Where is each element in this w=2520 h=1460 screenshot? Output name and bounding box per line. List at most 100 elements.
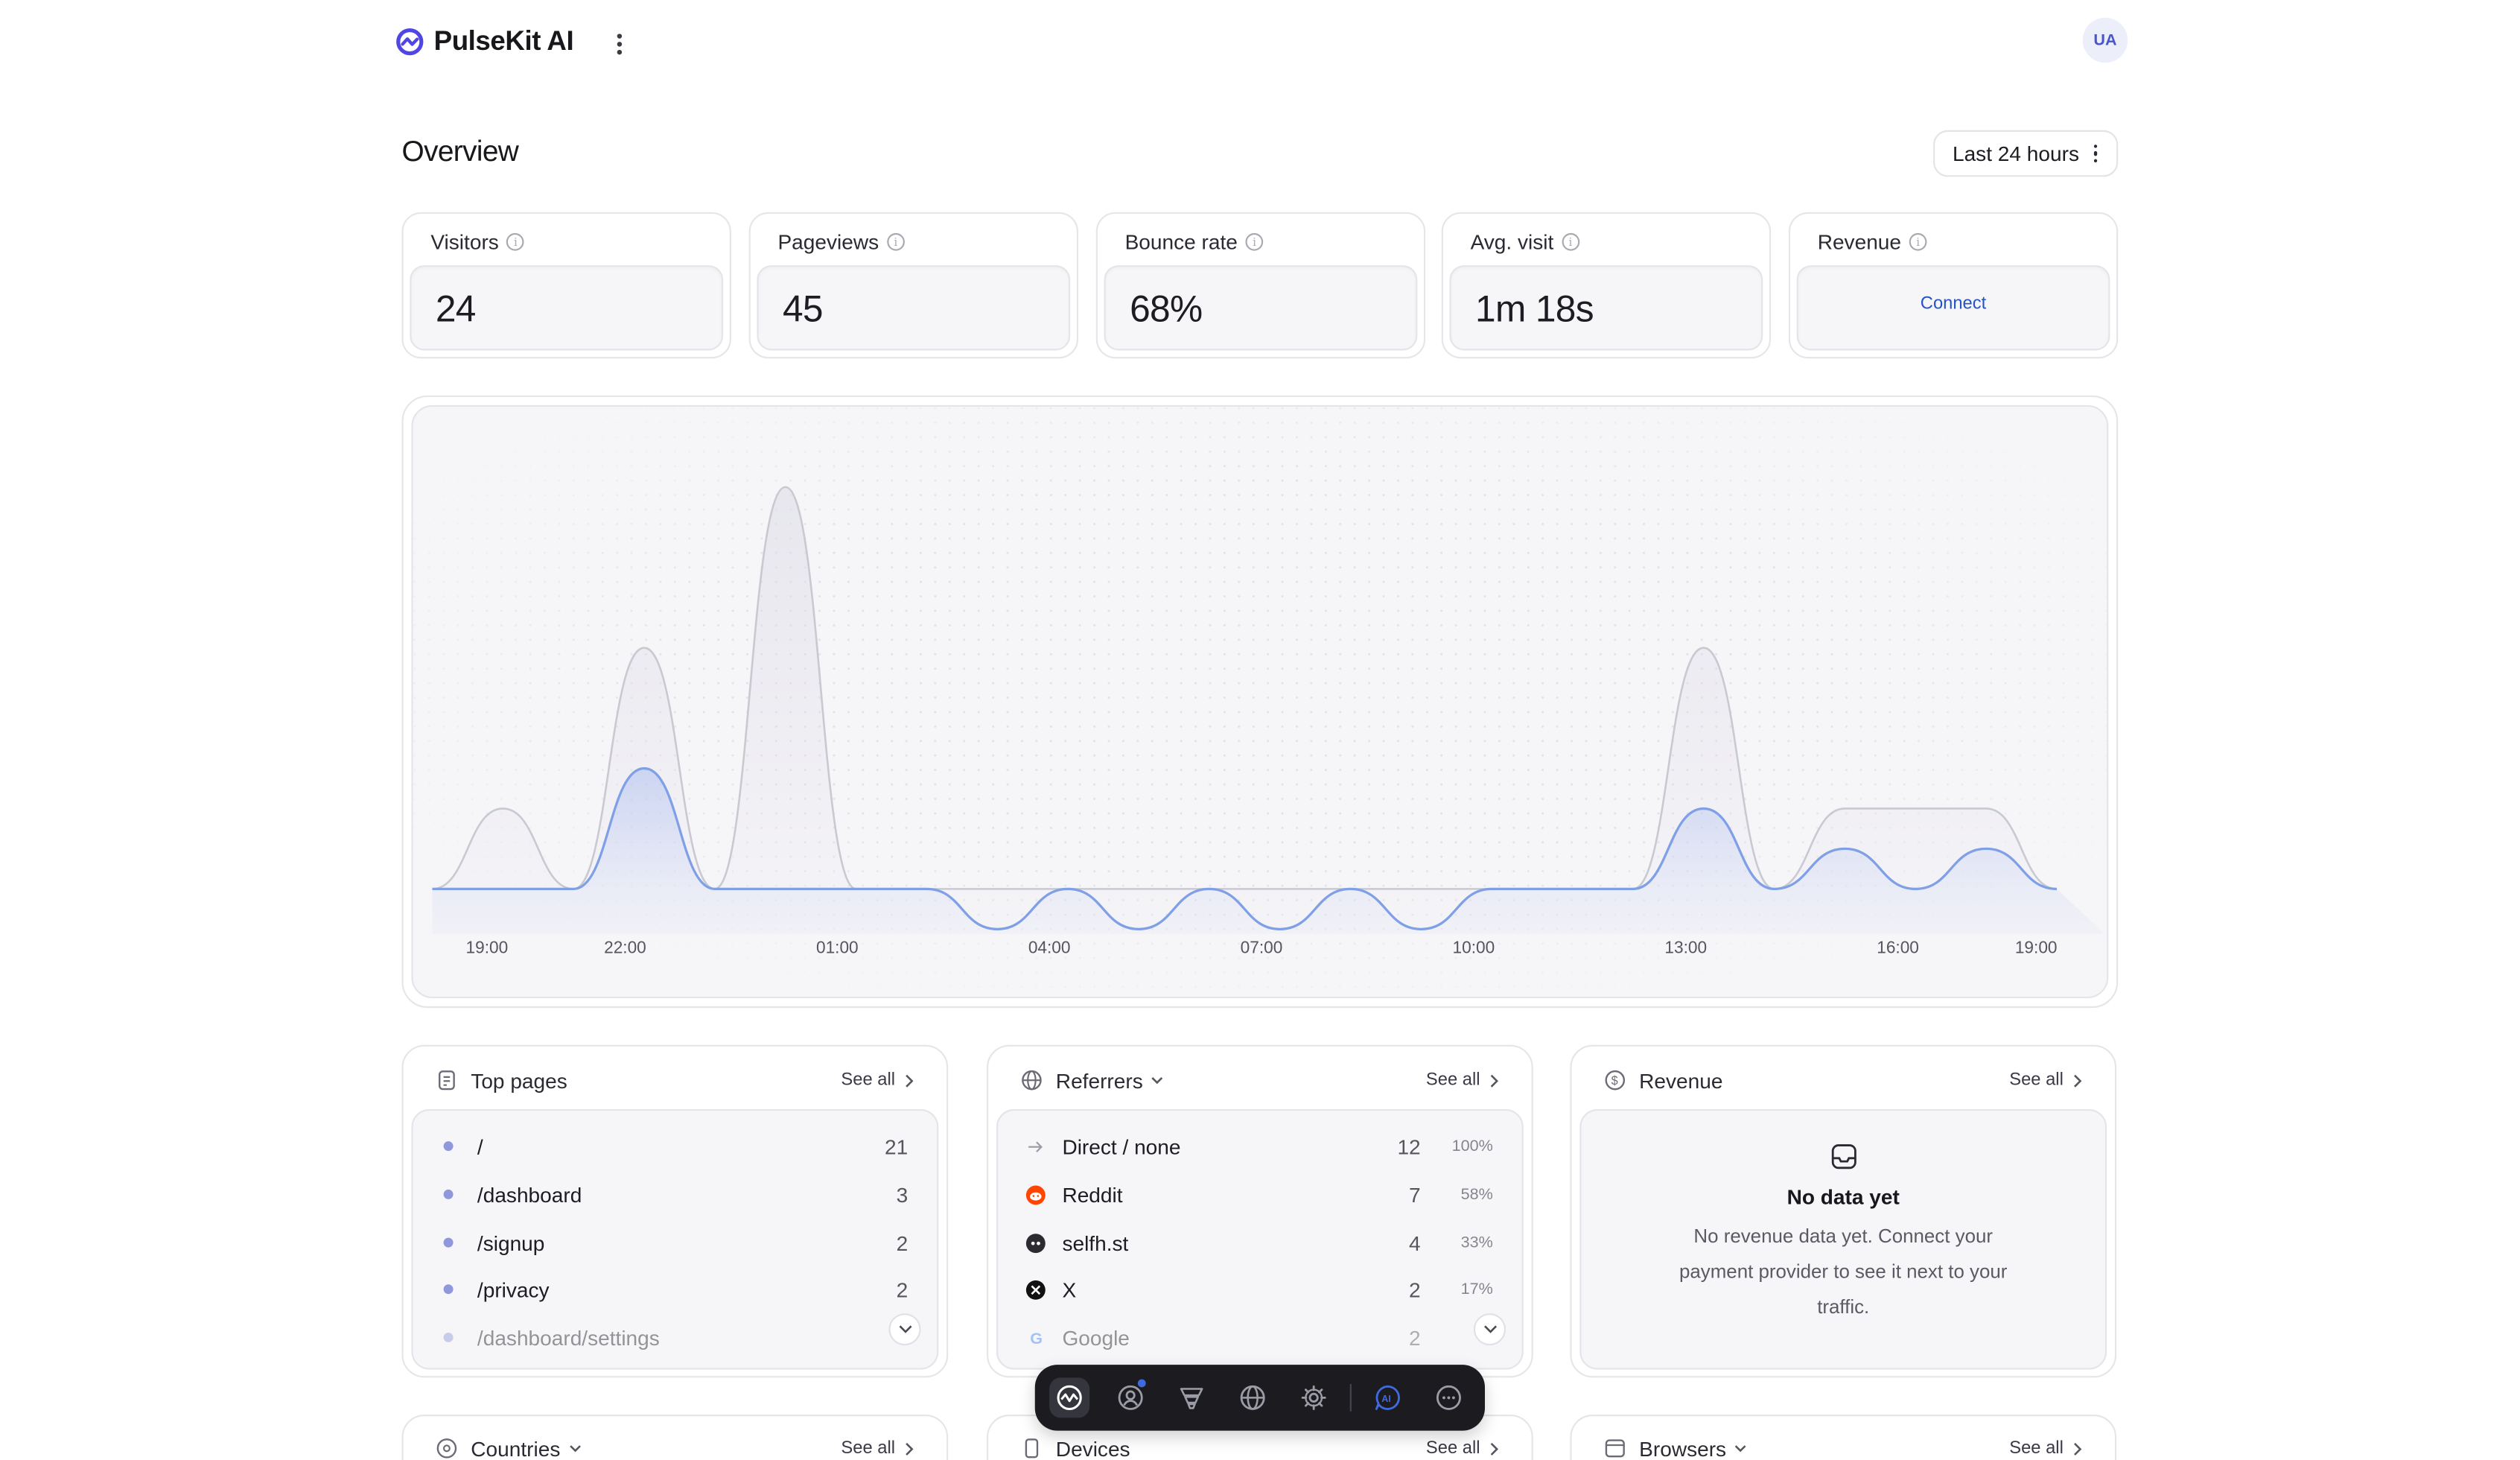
x-tick-label: 22:00 <box>604 938 646 957</box>
expand-list-button[interactable] <box>1473 1313 1506 1346</box>
globe-icon <box>1022 1070 1042 1091</box>
dock-analytics-button[interactable] <box>1049 1377 1090 1418</box>
chevron-right-icon <box>906 1073 914 1087</box>
x-tick-label: 19:00 <box>2015 938 2058 957</box>
chevron-right-icon <box>1490 1073 1499 1087</box>
dollar-icon: $ <box>1605 1070 1626 1091</box>
page-icon <box>439 1070 455 1091</box>
stat-label: Revenue <box>1817 229 1902 254</box>
users-icon <box>1118 1385 1143 1410</box>
traffic-chart-card: 19:00 22:00 01:00 04:00 07:00 10:00 13:00 16:00… <box>401 395 2119 1009</box>
stat-card-bounce-rate[interactable]: Bounce rate i 68% <box>1095 212 1426 359</box>
stat-value: 45 <box>782 288 824 330</box>
stat-value: 24 <box>435 288 477 330</box>
series-line-1 <box>432 766 2057 930</box>
info-icon[interactable]: i <box>1562 232 1579 251</box>
avatar[interactable]: UA <box>2082 17 2128 63</box>
list-item[interactable]: Reddit 7 58% <box>998 1177 1522 1212</box>
list-item[interactable]: selfh.st 4 33% <box>998 1225 1522 1260</box>
dock-globe-button[interactable] <box>1232 1377 1273 1418</box>
chevron-down-icon[interactable] <box>1151 1074 1164 1087</box>
expand-list-button[interactable] <box>888 1313 921 1346</box>
selfhst-icon <box>1025 1233 1046 1253</box>
dock-settings-button[interactable] <box>1294 1377 1334 1418</box>
funnel-icon <box>1180 1388 1203 1409</box>
svg-text:$: $ <box>1611 1074 1618 1088</box>
arrow-right-icon <box>1028 1140 1043 1152</box>
google-icon: G <box>1030 1328 1043 1347</box>
list-item[interactable]: G Google21 <box>998 1320 1522 1355</box>
x-tick-label: 01:00 <box>816 938 859 957</box>
series-area-1 <box>432 768 2105 934</box>
info-icon[interactable]: i <box>506 232 525 251</box>
more-vertical-icon <box>2093 144 2098 163</box>
traffic-chart[interactable]: 19:00 22:00 01:00 04:00 07:00 10:00 13:00 16:00… <box>411 404 2109 999</box>
panel-title: Countries <box>471 1436 561 1460</box>
chevron-down-icon[interactable] <box>568 1442 581 1455</box>
stat-card-visitors[interactable]: Visitors i 24 <box>401 212 731 359</box>
chevron-down-icon <box>1483 1325 1496 1333</box>
chevron-right-icon <box>2074 1073 2082 1087</box>
panel-title: Browsers <box>1639 1436 1727 1460</box>
svg-text:AI: AI <box>1381 1394 1390 1404</box>
stat-label: Bounce rate <box>1124 229 1238 254</box>
x-tick-label: 16:00 <box>1877 938 1919 957</box>
panel-title: Devices <box>1055 1436 1130 1460</box>
see-all-link[interactable]: See all <box>1426 1070 1499 1090</box>
info-icon[interactable]: i <box>1909 232 1927 251</box>
series-line-0 <box>432 486 2057 890</box>
see-all-link[interactable]: See all <box>2009 1438 2082 1458</box>
date-range-label: Last 24 hours <box>1952 141 2079 166</box>
list-item[interactable]: /privacy 2 <box>413 1272 938 1307</box>
info-icon[interactable]: i <box>886 232 905 251</box>
settings-icon <box>1301 1385 1326 1410</box>
chevron-right-icon <box>2074 1441 2082 1455</box>
brand[interactable]: PulseKit AI <box>395 25 574 58</box>
list-item[interactable]: /dashboard 3 <box>413 1177 938 1212</box>
x-icon <box>1025 1279 1046 1299</box>
list-item[interactable]: Direct / none 12 100% <box>998 1129 1522 1164</box>
more-icon <box>1436 1385 1461 1410</box>
x-tick-label: 19:00 <box>466 938 509 957</box>
app-menu-button[interactable] <box>608 29 630 58</box>
chevron-down-icon <box>898 1325 911 1333</box>
stat-card-avg-visit[interactable]: Avg. visit i 1m 18s <box>1441 212 1772 359</box>
dock-users-button[interactable] <box>1110 1377 1151 1418</box>
stat-label: Pageviews <box>777 229 879 254</box>
browsers-panel: Browsers See all <box>1570 1415 2117 1460</box>
top-pages-panel: Top pages See all /21 /dashboard 3 /signu… <box>401 1044 949 1378</box>
connect-revenue-link[interactable]: Connect <box>1920 293 1987 314</box>
list-item[interactable]: /signup 2 <box>413 1225 938 1260</box>
chevron-right-icon <box>906 1441 914 1455</box>
x-tick-label: 04:00 <box>1028 938 1071 957</box>
list-item[interactable]: /dashboard/settings <box>413 1320 938 1355</box>
date-range-button[interactable]: Last 24 hours <box>1933 130 2119 177</box>
globe-icon <box>1240 1385 1265 1410</box>
see-all-link[interactable]: See all <box>841 1070 914 1090</box>
dock-more-button[interactable] <box>1428 1377 1469 1418</box>
info-icon[interactable]: i <box>1245 232 1264 251</box>
dock-ai-button[interactable]: AI <box>1367 1377 1407 1418</box>
stat-value: 68% <box>1130 288 1203 330</box>
stat-value: 1m 18s <box>1475 288 1594 330</box>
stat-card-pageviews[interactable]: Pageviews i 45 <box>748 212 1079 359</box>
stat-card-revenue[interactable]: Revenue i Connect <box>1788 212 2119 359</box>
chevron-right-icon <box>1490 1441 1499 1455</box>
notification-dot <box>1137 1379 1146 1388</box>
svg-text:G: G <box>1030 1328 1043 1347</box>
list-item[interactable]: X 2 17% <box>998 1272 1522 1307</box>
see-all-link[interactable]: See all <box>1426 1438 1499 1458</box>
empty-state-title: No data yet <box>1786 1184 1900 1209</box>
chevron-down-icon[interactable] <box>1734 1442 1747 1455</box>
revenue-panel: $ Revenue See all No data yet No revenue… <box>1570 1044 2117 1378</box>
dock-funnels-button[interactable] <box>1171 1377 1212 1418</box>
app-name: PulseKit AI <box>433 25 574 57</box>
panel-title: Top pages <box>471 1067 567 1093</box>
list-item[interactable]: /21 <box>413 1129 938 1164</box>
referrers-panel: Referrers See all Direct / none 12 100% Re… <box>987 1044 1533 1378</box>
browser-icon <box>1605 1439 1625 1458</box>
see-all-link[interactable]: See all <box>2009 1070 2082 1090</box>
phone-icon <box>1025 1438 1039 1459</box>
bottom-dock: AI <box>1034 1365 1485 1431</box>
see-all-link[interactable]: See all <box>841 1438 914 1458</box>
